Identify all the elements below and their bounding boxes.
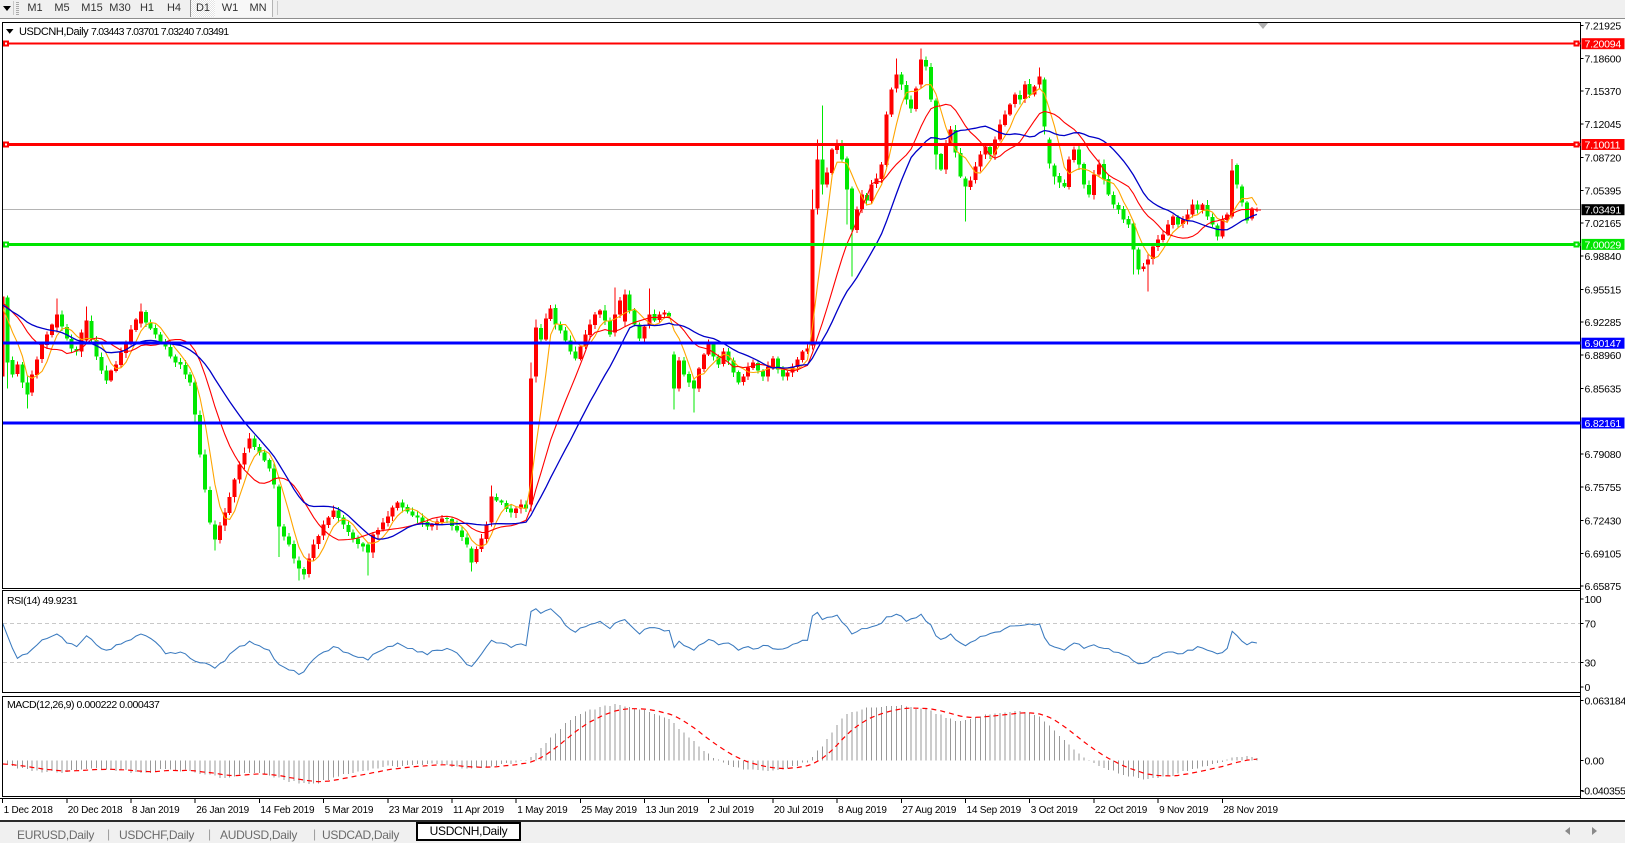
svg-text:7.15370: 7.15370 [1585, 86, 1622, 98]
svg-text:0.00: 0.00 [1585, 756, 1605, 768]
svg-text:0.063184: 0.063184 [1585, 696, 1625, 708]
svg-text:28 Nov 2019: 28 Nov 2019 [1223, 805, 1278, 816]
svg-text:MACD(12,26,9) 0.000222 0.00043: MACD(12,26,9) 0.000222 0.000437 [7, 699, 160, 711]
svg-text:23 Mar 2019: 23 Mar 2019 [389, 805, 444, 816]
svg-text:6.95515: 6.95515 [1585, 285, 1622, 297]
svg-text:1 Dec 2018: 1 Dec 2018 [4, 805, 54, 816]
svg-text:7.03491: 7.03491 [1585, 205, 1622, 217]
svg-text:6.79080: 6.79080 [1585, 449, 1622, 461]
svg-text:14 Feb 2019: 14 Feb 2019 [260, 805, 315, 816]
svg-text:2 Jul 2019: 2 Jul 2019 [710, 805, 755, 816]
svg-text:USDCNH,Daily: USDCNH,Daily [19, 26, 89, 38]
svg-text:7.03443 7.03701 7.03240 7.0349: 7.03443 7.03701 7.03240 7.03491 [91, 26, 229, 38]
svg-text:70: 70 [1585, 619, 1597, 631]
svg-text:7.10011: 7.10011 [1585, 140, 1621, 152]
svg-text:11 Apr 2019: 11 Apr 2019 [453, 805, 505, 816]
svg-text:9 Nov 2019: 9 Nov 2019 [1159, 805, 1209, 816]
svg-text:6.82161: 6.82161 [1585, 418, 1622, 430]
svg-text:7.02165: 7.02165 [1585, 218, 1622, 230]
svg-text:7.08720: 7.08720 [1585, 152, 1622, 164]
svg-text:100: 100 [1585, 594, 1602, 606]
svg-text:6.72430: 6.72430 [1585, 515, 1622, 527]
svg-text:26 Jan 2019: 26 Jan 2019 [196, 805, 249, 816]
svg-text:6.98840: 6.98840 [1585, 251, 1622, 263]
svg-text:1 May 2019: 1 May 2019 [517, 805, 568, 816]
svg-text:30: 30 [1585, 658, 1597, 670]
svg-text:8 Aug 2019: 8 Aug 2019 [838, 805, 887, 816]
svg-text:6.92285: 6.92285 [1585, 317, 1622, 329]
svg-text:13 Jun 2019: 13 Jun 2019 [646, 805, 699, 816]
svg-text:7.05395: 7.05395 [1585, 186, 1622, 198]
svg-text:3 Oct 2019: 3 Oct 2019 [1031, 805, 1079, 816]
svg-text:RSI(14) 49.9231: RSI(14) 49.9231 [7, 595, 78, 607]
svg-text:6.85635: 6.85635 [1585, 383, 1622, 395]
svg-text:27 Aug 2019: 27 Aug 2019 [902, 805, 957, 816]
svg-text:6.69105: 6.69105 [1585, 549, 1622, 561]
svg-text:20 Jul 2019: 20 Jul 2019 [774, 805, 824, 816]
svg-text:6.65875: 6.65875 [1585, 581, 1622, 593]
svg-text:8 Jan 2019: 8 Jan 2019 [132, 805, 180, 816]
svg-text:7.12045: 7.12045 [1585, 119, 1622, 131]
svg-text:7.18600: 7.18600 [1585, 54, 1622, 66]
svg-text:6.88960: 6.88960 [1585, 350, 1622, 362]
svg-text:7.21925: 7.21925 [1585, 20, 1622, 32]
svg-text:20 Dec 2018: 20 Dec 2018 [68, 805, 123, 816]
svg-text:25 May 2019: 25 May 2019 [581, 805, 637, 816]
svg-text:6.90147: 6.90147 [1585, 338, 1622, 350]
svg-text:-0.040355: -0.040355 [1581, 786, 1625, 798]
svg-text:0: 0 [1585, 682, 1591, 694]
svg-text:6.75755: 6.75755 [1585, 482, 1622, 494]
svg-text:5 Mar 2019: 5 Mar 2019 [325, 805, 374, 816]
svg-text:22 Oct 2019: 22 Oct 2019 [1095, 805, 1148, 816]
svg-text:7.20094: 7.20094 [1585, 39, 1622, 51]
svg-text:7.00029: 7.00029 [1585, 239, 1622, 251]
svg-text:14 Sep 2019: 14 Sep 2019 [967, 805, 1022, 816]
